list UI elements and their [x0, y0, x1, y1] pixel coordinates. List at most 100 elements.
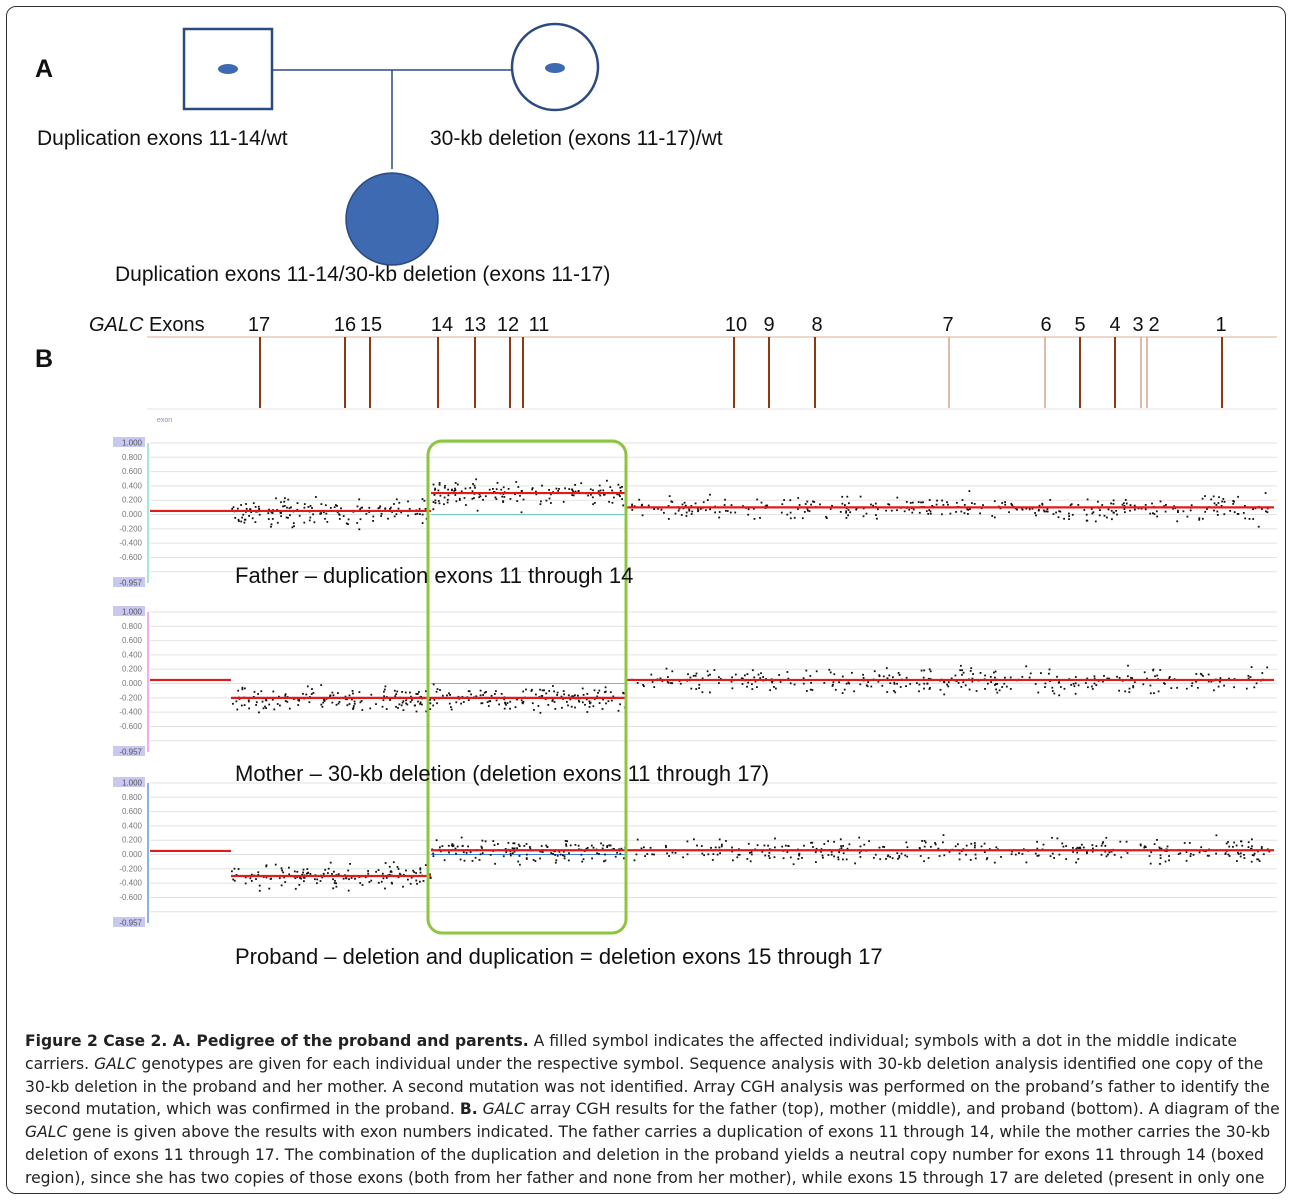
mother-probe-point: [346, 698, 348, 701]
father-probe-point: [968, 490, 971, 492]
proband-probe-point: [516, 847, 518, 850]
proband-probe-point: [288, 873, 291, 876]
proband-probe-point: [846, 847, 849, 850]
proband-probe-point: [580, 853, 583, 856]
father-probe-point: [550, 493, 552, 496]
proband-probe-point: [439, 846, 441, 849]
father-probe-point: [683, 501, 686, 504]
mother-probe-point: [520, 699, 523, 702]
mother-ytick-label: 0.000: [122, 679, 143, 688]
father-probe-point: [756, 498, 759, 501]
father-probe-point: [1068, 518, 1070, 520]
proband-probe-point: [293, 870, 296, 873]
father-probe-point: [338, 513, 341, 516]
mother-probe-point: [833, 673, 836, 676]
proband-probe-point: [460, 836, 463, 839]
exon-6-label: 6: [1040, 314, 1051, 336]
proband-probe-point: [347, 869, 350, 872]
mother-probe-point: [961, 673, 963, 676]
caption-gene-3: GALC: [25, 1123, 68, 1142]
father-probe-point: [691, 510, 694, 513]
father-probe-point: [248, 515, 250, 517]
proband-probe-point: [1101, 842, 1104, 845]
proband-probe-point: [332, 887, 335, 890]
proband-probe-point: [504, 848, 507, 850]
father-probe-point: [936, 499, 938, 502]
proband-probe-point: [559, 853, 562, 856]
proband-probe-point: [1228, 855, 1231, 857]
proband-probe-point: [448, 851, 450, 854]
mother-probe-point: [1028, 676, 1031, 679]
mother-probe-point: [1059, 686, 1062, 688]
father-probe-point: [1063, 517, 1065, 520]
proband-probe-point: [767, 855, 770, 857]
proband-probe-point: [774, 837, 776, 840]
proband-probe-point: [986, 857, 989, 859]
proband-probe-point: [833, 855, 835, 858]
mother-probe-point: [370, 693, 373, 696]
mother-probe-point: [961, 669, 963, 672]
proband-probe-point: [303, 880, 305, 883]
proband-probe-point: [419, 868, 422, 871]
mother-probe-point: [604, 686, 607, 689]
mother-probe-point: [272, 690, 275, 693]
proband-probe-point: [1100, 844, 1103, 847]
mother-probe-point: [284, 700, 287, 702]
father-probe-point: [690, 505, 693, 507]
proband-probe-point: [773, 856, 776, 859]
exon-15-label: 15: [360, 314, 382, 336]
proband-probe-point: [268, 887, 271, 890]
proband-probe-point: [518, 855, 521, 857]
proband-probe-point: [1262, 853, 1265, 856]
mother-probe-point: [870, 685, 873, 688]
mother-probe-point: [1005, 685, 1008, 688]
proband-probe-point: [370, 879, 373, 882]
proband-probe-point: [456, 845, 459, 848]
proband-probe-point: [582, 858, 585, 861]
father-probe-point: [991, 515, 994, 517]
proband-probe-point: [517, 843, 520, 846]
mother-probe-point: [265, 699, 267, 701]
father-probe-point: [1037, 509, 1040, 512]
proband-probe-point: [786, 851, 789, 853]
father-probe-point: [514, 493, 516, 496]
proband-probe-point: [842, 852, 845, 855]
father-probe-point: [361, 506, 363, 509]
proband-probe-point: [258, 884, 261, 887]
proband-probe-point: [1232, 845, 1234, 848]
father-probe-point: [1215, 504, 1218, 506]
father-probe-point: [1086, 498, 1089, 501]
mother-probe-point: [406, 703, 409, 706]
exon-13-label: 13: [464, 314, 486, 336]
father-probe-point: [1077, 504, 1080, 506]
mother-probe-point: [335, 703, 338, 706]
proband-probe-point: [1051, 836, 1053, 839]
father-ytick-label: -0.200: [119, 524, 142, 533]
father-probe-point: [407, 500, 409, 503]
father-probe-point: [671, 501, 674, 503]
proband-probe-point: [1150, 851, 1153, 854]
mother-probe-point: [671, 670, 674, 673]
mother-probe-point: [360, 700, 363, 702]
proband-probe-point: [367, 872, 370, 875]
father-probe-point: [393, 515, 396, 518]
proband-probe-point: [710, 846, 712, 849]
mother-probe-point: [468, 690, 471, 693]
proband-probe-point: [592, 846, 595, 849]
proband-probe-point: [980, 845, 983, 848]
mother-probe-point: [851, 671, 853, 674]
proband-probe-point: [299, 877, 301, 879]
mother-probe-point: [1247, 675, 1250, 677]
proband-probe-point: [701, 852, 704, 855]
mother-probe-point: [521, 701, 524, 704]
mother-probe-point: [1127, 664, 1129, 667]
father-probe-point: [1242, 512, 1245, 514]
proband-probe-point: [525, 843, 528, 845]
proband-probe-point: [731, 846, 733, 849]
proband-probe-point: [845, 858, 848, 861]
mother-probe-point: [994, 676, 996, 679]
proband-probe-point: [232, 878, 235, 881]
father-probe-point: [464, 487, 467, 490]
mother-probe-point: [401, 691, 403, 693]
mother-probe-point: [987, 682, 989, 685]
